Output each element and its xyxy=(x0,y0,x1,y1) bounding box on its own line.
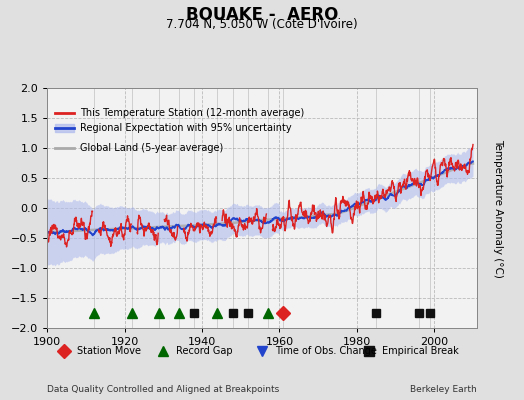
Text: Berkeley Earth: Berkeley Earth xyxy=(410,385,477,394)
Text: This Temperature Station (12-month average): This Temperature Station (12-month avera… xyxy=(80,108,304,118)
Text: BOUAKE -  AERO: BOUAKE - AERO xyxy=(186,6,338,24)
Text: Station Move: Station Move xyxy=(77,346,141,356)
Y-axis label: Temperature Anomaly (°C): Temperature Anomaly (°C) xyxy=(494,138,504,278)
Text: Regional Expectation with 95% uncertainty: Regional Expectation with 95% uncertaint… xyxy=(80,123,291,133)
Text: 7.704 N, 5.050 W (Cote D'Ivoire): 7.704 N, 5.050 W (Cote D'Ivoire) xyxy=(166,18,358,31)
Text: Time of Obs. Change: Time of Obs. Change xyxy=(275,346,377,356)
Text: Global Land (5-year average): Global Land (5-year average) xyxy=(80,142,223,152)
Text: Empirical Break: Empirical Break xyxy=(383,346,459,356)
Text: Record Gap: Record Gap xyxy=(176,346,233,356)
Text: Data Quality Controlled and Aligned at Breakpoints: Data Quality Controlled and Aligned at B… xyxy=(47,385,279,394)
